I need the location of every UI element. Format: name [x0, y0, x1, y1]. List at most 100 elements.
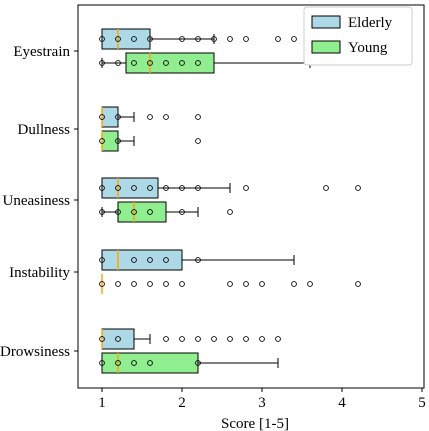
elderly-instability-flier-0	[195, 257, 201, 263]
x-tick-label-5: 5	[418, 395, 426, 411]
elderly-eyestrain-flier-6	[291, 36, 297, 42]
elderly-eyestrain-flier-1	[195, 36, 201, 42]
elderly-dullness-flier-1	[163, 114, 169, 120]
young-instability-flier-4	[179, 281, 185, 287]
elderly-drowsiness-point-1	[115, 336, 121, 342]
legend: Elderly Young	[303, 6, 413, 66]
young-dullness-flier-0	[195, 138, 201, 144]
elderly-uneasiness-point-2	[131, 185, 137, 191]
young-instability-flier-0	[115, 281, 121, 287]
young-eyestrain-box	[125, 52, 215, 74]
elderly-uneasiness-flier-3	[323, 185, 329, 191]
elderly-uneasiness-flier-2	[243, 185, 249, 191]
y-tick-label-uneasiness: Uneasiness	[3, 193, 71, 209]
legend-label-elderly: Elderly	[348, 15, 393, 31]
young-dullness-point-0	[99, 138, 105, 144]
young-uneasiness-flier-0	[227, 209, 233, 215]
elderly-uneasiness-point-0	[99, 185, 105, 191]
young-instability-flier-10	[355, 281, 361, 287]
young-instability-flier-6	[243, 281, 249, 287]
elderly-uneasiness-point-4	[163, 185, 169, 191]
elderly-eyestrain-point-2	[131, 36, 137, 42]
young-eyestrain-point-5	[179, 60, 185, 66]
elderly-drowsiness-flier-5	[243, 336, 249, 342]
young-uneasiness-point-0	[99, 209, 105, 215]
elderly-drowsiness-flier-3	[211, 336, 217, 342]
young-eyestrain-point-6	[195, 60, 201, 66]
young-eyestrain-point-2	[131, 60, 137, 66]
young-drowsiness-point-4	[195, 360, 201, 366]
elderly-instability-point-2	[147, 257, 153, 263]
elderly-instability-point-3	[163, 257, 169, 263]
elderly-eyestrain-flier-2	[211, 36, 217, 42]
elderly-drowsiness-flier-7	[275, 336, 281, 342]
young-drowsiness-point-1	[115, 360, 121, 366]
elderly-eyestrain-flier-3	[227, 36, 233, 42]
young-eyestrain-point-1	[115, 60, 121, 66]
young-dullness-point-1	[115, 138, 121, 144]
x-tick-label-1: 1	[98, 395, 106, 411]
x-tick-label-2: 2	[178, 395, 186, 411]
young-instability-flier-5	[227, 281, 233, 287]
elderly-drowsiness-flier-0	[163, 336, 169, 342]
elderly-eyestrain-flier-0	[179, 36, 185, 42]
elderly-dullness-flier-0	[147, 114, 153, 120]
legend-swatch-elderly	[311, 15, 341, 29]
elderly-dullness-flier-2	[195, 114, 201, 120]
young-eyestrain-point-0	[99, 60, 105, 66]
young-drowsiness-point-2	[131, 360, 137, 366]
elderly-eyestrain-point-1	[115, 36, 121, 42]
elderly-eyestrain-flier-5	[275, 36, 281, 42]
young-uneasiness-point-2	[131, 209, 137, 215]
elderly-drowsiness-flier-4	[227, 336, 233, 342]
x-tick-label-3: 3	[258, 395, 266, 411]
elderly-drowsiness-flier-6	[259, 336, 265, 342]
y-tick-label-instability: Instability	[9, 265, 70, 281]
young-instability-flier-2	[147, 281, 153, 287]
young-drowsiness-point-0	[99, 360, 105, 366]
young-uneasiness-point-1	[115, 209, 121, 215]
elderly-uneasiness-flier-4	[355, 185, 361, 191]
elderly-uneasiness-flier-1	[195, 185, 201, 191]
elderly-uneasiness-flier-0	[179, 185, 185, 191]
elderly-dullness-point-1	[115, 114, 121, 120]
elderly-eyestrain-point-0	[99, 36, 105, 42]
young-instability-flier-8	[291, 281, 297, 287]
x-axis-label: Score [1-5]	[221, 416, 289, 431]
elderly-drowsiness-point-0	[99, 336, 105, 342]
young-eyestrain-point-3	[147, 60, 153, 66]
elderly-instability-point-0	[99, 257, 105, 263]
young-drowsiness-point-3	[147, 360, 153, 366]
young-eyestrain-point-4	[163, 60, 169, 66]
young-instability-point-0	[99, 281, 105, 287]
elderly-drowsiness-flier-1	[179, 336, 185, 342]
elderly-uneasiness-point-1	[115, 185, 121, 191]
young-uneasiness-box	[117, 201, 167, 223]
chart-marks	[99, 28, 361, 374]
young-instability-flier-3	[163, 281, 169, 287]
elderly-uneasiness-point-3	[147, 185, 153, 191]
plot-frame	[77, 4, 425, 389]
young-instability-flier-1	[131, 281, 137, 287]
y-tick-label-dullness: Dullness	[18, 122, 71, 138]
elderly-instability-point-1	[131, 257, 137, 263]
y-tick-label-eyestrain: Eyestrain	[13, 44, 70, 60]
young-drowsiness-box	[101, 352, 199, 374]
elderly-drowsiness-flier-2	[195, 336, 201, 342]
elderly-eyestrain-point-3	[147, 36, 153, 42]
elderly-instability-box	[101, 249, 183, 271]
legend-swatch-young	[311, 40, 341, 54]
young-uneasiness-point-3	[147, 209, 153, 215]
young-instability-flier-7	[259, 281, 265, 287]
elderly-eyestrain-box	[101, 28, 151, 50]
young-instability-flier-9	[307, 281, 313, 287]
axis-ticks: Eyestrain Dullness Uneasiness Instability Dr…	[0, 44, 426, 411]
legend-label-young: Young	[348, 40, 388, 56]
elderly-uneasiness-box	[101, 177, 159, 199]
elderly-drowsiness-box	[101, 328, 135, 350]
x-tick-label-4: 4	[338, 395, 346, 411]
elderly-eyestrain-flier-4	[243, 36, 249, 42]
young-uneasiness-point-4	[179, 209, 185, 215]
elderly-dullness-point-0	[99, 114, 105, 120]
